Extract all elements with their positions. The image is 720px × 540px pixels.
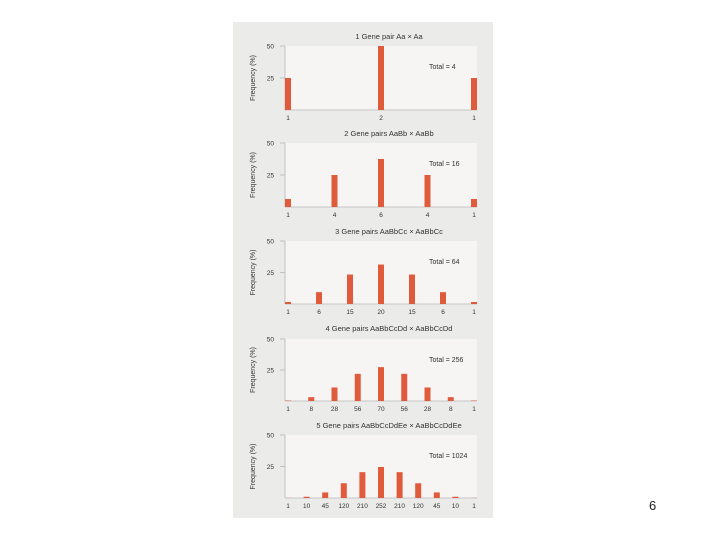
- x-tick-label: 4: [426, 212, 430, 219]
- x-tick-label: 1: [286, 212, 290, 219]
- x-tick-label: 4: [333, 212, 337, 219]
- x-tick-label: 2: [379, 115, 383, 122]
- y-tick-label: 50: [267, 433, 275, 440]
- x-tick-label: 28: [331, 406, 339, 413]
- bar: [452, 496, 459, 498]
- page-number: 6: [649, 498, 657, 513]
- x-tick-label: 120: [413, 503, 424, 510]
- chart-title: 3 Gene pairs AaBbCc × AaBbCc: [335, 227, 443, 236]
- bar: [378, 367, 384, 401]
- bar: [378, 159, 384, 207]
- x-tick-label: 120: [338, 503, 349, 510]
- total-annotation: Total = 64: [429, 259, 460, 266]
- bar: [285, 78, 291, 110]
- chart-panel-1: 1 Gene pair Aa × Aa Frequency (%) 25 50 Tota…: [250, 32, 477, 122]
- total-annotation: Total = 256: [429, 357, 464, 364]
- x-tick-label: 1: [472, 115, 476, 122]
- bar: [378, 46, 384, 110]
- x-tick-label: 1: [286, 115, 290, 122]
- bar: [340, 483, 347, 498]
- x-tick-label: 1: [472, 406, 476, 413]
- bar: [378, 264, 384, 304]
- chart-title: 5 Gene pairs AaBbCcDdEe × AaBbCcDdEe: [316, 421, 461, 430]
- x-tick-label: 15: [408, 309, 416, 316]
- bar: [433, 492, 440, 498]
- y-tick-label: 25: [267, 76, 275, 83]
- y-tick-label: 50: [267, 239, 275, 246]
- x-tick-label: 1: [472, 309, 476, 316]
- chart-title: 4 Gene pairs AaBbCcDd × AaBbCcDd: [326, 324, 453, 333]
- x-tick-label: 252: [376, 503, 387, 510]
- y-tick-label: 25: [267, 368, 275, 375]
- y-axis-label: Frequency (%): [250, 444, 257, 490]
- y-tick-label: 25: [267, 173, 275, 180]
- x-tick-label: 1: [472, 503, 476, 510]
- x-tick-label: 1: [286, 503, 290, 510]
- chart-title: 1 Gene pair Aa × Aa: [355, 32, 423, 41]
- bar: [378, 467, 384, 498]
- y-tick-label: 25: [267, 270, 275, 277]
- x-tick-label: 45: [322, 503, 330, 510]
- bar: [471, 301, 477, 304]
- x-tick-label: 45: [433, 503, 441, 510]
- chart-title: 2 Gene pairs AaBb × AaBb: [344, 129, 433, 138]
- bar: [424, 175, 431, 207]
- y-axis-label: Frequency (%): [250, 250, 257, 296]
- x-tick-label: 210: [394, 503, 405, 510]
- x-tick-label: 1: [286, 309, 290, 316]
- bar: [424, 387, 431, 401]
- x-tick-label: 56: [354, 406, 362, 413]
- x-tick-label: 1: [472, 212, 476, 219]
- bar: [401, 373, 408, 401]
- bar: [440, 292, 446, 304]
- total-annotation: Total = 16: [429, 161, 460, 168]
- y-tick-label: 25: [267, 464, 275, 471]
- y-axis-label: Frequency (%): [250, 347, 257, 393]
- bar: [331, 175, 338, 207]
- chart-panel-4: 4 Gene pairs AaBbCcDd × AaBbCcDd Frequenc…: [250, 324, 477, 413]
- bar: [415, 483, 422, 498]
- bar: [347, 274, 353, 304]
- x-tick-label: 15: [346, 309, 354, 316]
- x-tick-label: 20: [377, 309, 385, 316]
- y-tick-label: 50: [267, 337, 275, 344]
- bar: [409, 274, 415, 304]
- bar: [396, 472, 403, 498]
- x-tick-label: 10: [303, 503, 311, 510]
- chart-panel-3: 3 Gene pairs AaBbCc × AaBbCc Frequency (%…: [250, 227, 477, 316]
- y-axis-label: Frequency (%): [250, 152, 257, 198]
- bar: [303, 496, 310, 498]
- bar: [285, 199, 291, 207]
- bar: [447, 397, 454, 401]
- x-tick-label: 1: [286, 406, 290, 413]
- chart-panel-2: 2 Gene pairs AaBb × AaBb Frequency (%) 25 5…: [250, 129, 477, 219]
- x-tick-label: 70: [377, 406, 385, 413]
- x-tick-label: 56: [401, 406, 409, 413]
- x-tick-label: 10: [452, 503, 460, 510]
- x-tick-label: 6: [317, 309, 321, 316]
- x-tick-label: 6: [379, 212, 383, 219]
- bar: [285, 301, 291, 304]
- bar: [308, 397, 315, 401]
- bar: [322, 492, 329, 498]
- chart-panel-5: 5 Gene pairs AaBbCcDdEe × AaBbCcDdEe Freq…: [250, 421, 477, 510]
- bar: [331, 387, 338, 401]
- x-tick-label: 8: [309, 406, 313, 413]
- bar: [471, 199, 477, 207]
- x-tick-label: 210: [357, 503, 368, 510]
- bar: [359, 472, 366, 498]
- x-tick-label: 28: [424, 406, 432, 413]
- y-axis-label: Frequency (%): [250, 55, 257, 101]
- gene-pair-histogram-figure: 1 Gene pair Aa × Aa Frequency (%) 25 50 Tota…: [233, 22, 493, 518]
- bar: [471, 78, 477, 110]
- bar: [316, 292, 322, 304]
- total-annotation: Total = 1024: [429, 453, 467, 460]
- x-tick-label: 8: [449, 406, 453, 413]
- histogram-stack: 1 Gene pair Aa × Aa Frequency (%) 25 50 Tota…: [250, 32, 477, 510]
- bar: [354, 373, 361, 401]
- total-annotation: Total = 4: [429, 64, 456, 71]
- y-tick-label: 50: [267, 141, 275, 148]
- y-tick-label: 50: [267, 44, 275, 51]
- x-tick-label: 6: [441, 309, 445, 316]
